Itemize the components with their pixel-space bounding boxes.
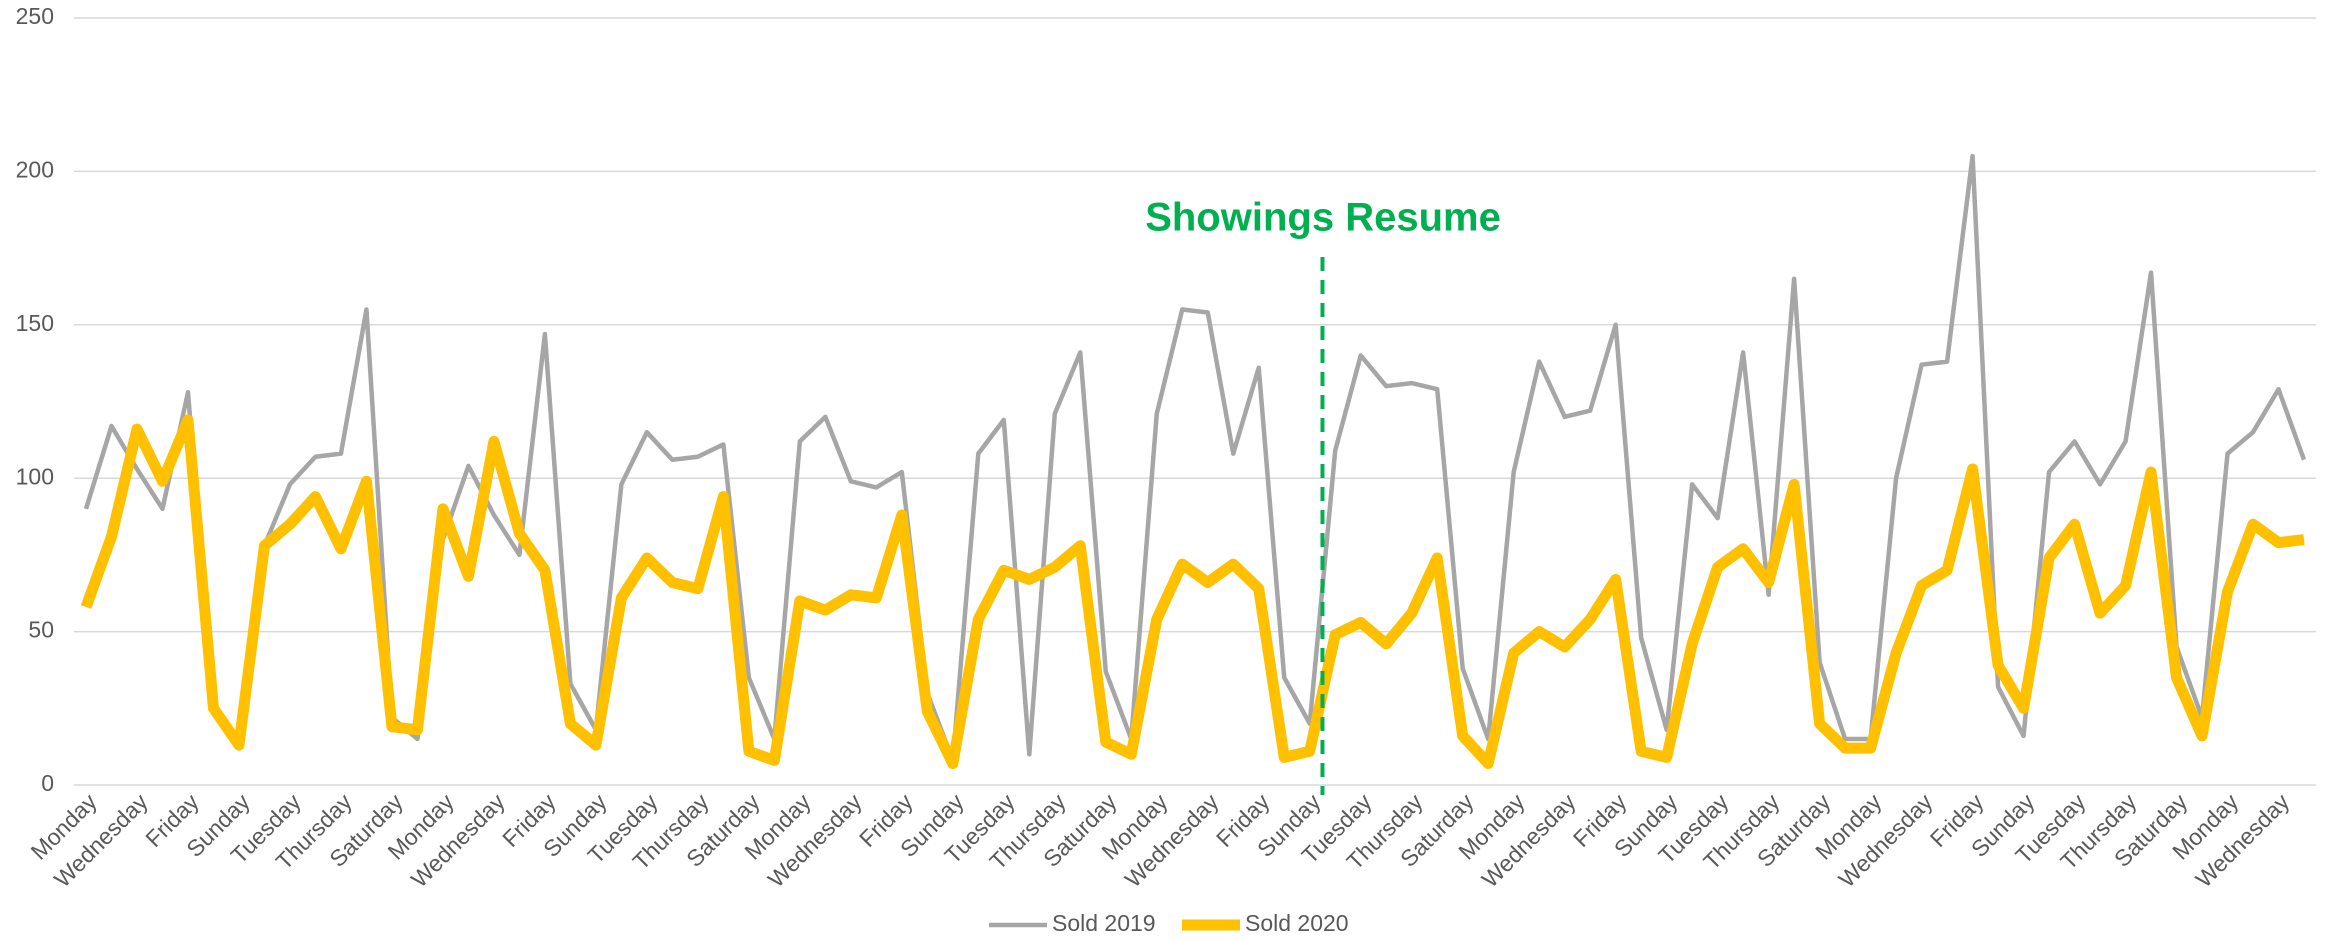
line-series xyxy=(80,414,2305,770)
y-tick-label: 200 xyxy=(16,156,54,182)
y-tick-label: 250 xyxy=(16,3,54,29)
y-tick-label: 150 xyxy=(16,310,54,336)
y-tick-label: 50 xyxy=(28,617,54,643)
y-tick-label: 100 xyxy=(16,463,54,489)
y-tick-label: 0 xyxy=(41,770,54,796)
line-series xyxy=(83,153,2307,763)
annotation: Showings Resume xyxy=(1145,196,1501,240)
legend-label: Sold 2019 xyxy=(1052,910,1156,936)
legend-label: Sold 2020 xyxy=(1245,910,1349,936)
